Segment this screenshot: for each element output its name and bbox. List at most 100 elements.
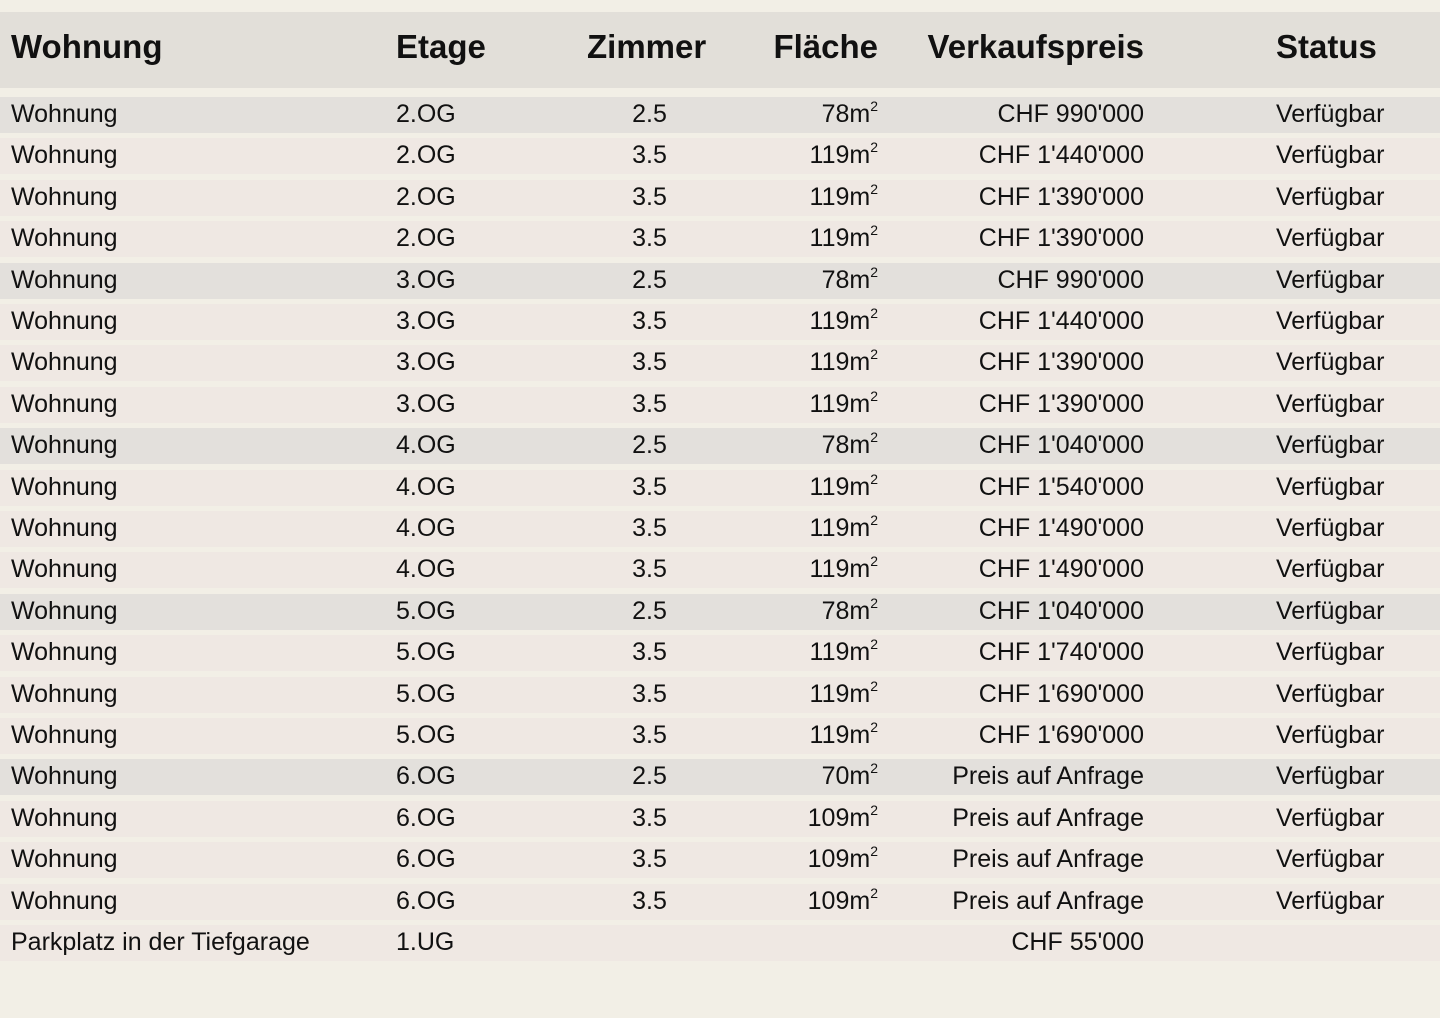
cell-type: Wohnung (11, 431, 118, 460)
cell-status: Verfügbar (1276, 389, 1385, 418)
table-row[interactable]: Wohnung 4.OG 2.5 78m2 CHF 1'040'000 Verfügbar (0, 428, 1440, 465)
cell-rooms: 3.5 (632, 514, 667, 542)
cell-type: Wohnung (11, 141, 118, 170)
cell-rooms: 3.5 (632, 472, 667, 501)
area-exponent: 2 (870, 677, 878, 694)
area-value: 119 (809, 141, 850, 170)
cell-area: 119m2 (809, 181, 878, 212)
table-row[interactable]: Wohnung 4.OG 3.5 119m2 CHF 1'490'000 Verfügba… (0, 511, 1440, 547)
area-value: 109 (807, 845, 850, 874)
cell-status: Verfügbar (1276, 100, 1385, 128)
area-unit: m (849, 141, 871, 170)
cell-type: Wohnung (11, 555, 118, 584)
table-row[interactable]: Wohnung 5.OG 3.5 119m2 CHF 1'740'000 Verfügba… (0, 635, 1440, 672)
cell-price: CHF 1'690'000 (978, 721, 1144, 749)
area-exponent: 2 (870, 222, 878, 239)
area-value: 119 (809, 679, 850, 708)
table-row[interactable]: Wohnung 2.OG 3.5 119m2 CHF 1'390'000 Verfügba… (0, 221, 1440, 258)
cell-price: CHF 1'540'000 (978, 472, 1144, 501)
area-unit: m (849, 679, 871, 708)
area-unit: m (849, 348, 871, 377)
area-value: 119 (809, 182, 850, 211)
table-row[interactable]: Wohnung 2.OG 3.5 119m2 CHF 1'390'000 Verfügba… (0, 179, 1440, 216)
area-unit: m (849, 389, 871, 418)
cell-floor: 4.OG (396, 472, 456, 501)
column-header-status[interactable]: Status (1276, 28, 1377, 65)
table-row[interactable]: Wohnung 6.OG 2.5 70m2 Preis auf Anfrage Verfü… (0, 759, 1440, 796)
table-row[interactable]: Wohnung 4.OG 3.5 119m2 CHF 1'540'000 Verfügba… (0, 469, 1440, 506)
column-header-zimmer[interactable]: Zimmer (587, 28, 707, 65)
table-row[interactable]: Wohnung 4.OG 3.5 119m2 CHF 1'490'000 Verfügba… (0, 552, 1440, 589)
cell-type: Wohnung (11, 596, 118, 625)
table-row[interactable]: Wohnung 6.OG 3.5 109m2 Preis auf Anfrage Verf… (0, 842, 1440, 879)
table-row[interactable]: Wohnung 6.OG 3.5 109m2 Preis auf Anfrage Verf… (0, 883, 1440, 920)
cell-floor: 6.OG (396, 845, 456, 874)
area-exponent: 2 (870, 263, 878, 280)
column-header-etage[interactable]: Etage (396, 28, 486, 65)
cell-rooms: 3.5 (632, 141, 667, 170)
area-unit: m (849, 431, 871, 460)
area-exponent: 2 (870, 719, 878, 735)
cell-price: CHF 990'000 (997, 100, 1144, 128)
cell-type: Wohnung (11, 265, 118, 294)
cell-floor: 6.OG (396, 762, 456, 791)
cell-rooms: 2.5 (632, 596, 667, 625)
table-row[interactable]: Wohnung 3.OG 2.5 78m2 CHF 990'000 Verfügbar (0, 262, 1440, 299)
column-header-wohnung[interactable]: Wohnung (11, 28, 163, 65)
cell-floor: 3.OG (396, 389, 456, 418)
cell-status: Verfügbar (1276, 224, 1385, 253)
cell-rooms: 3.5 (632, 224, 667, 253)
column-header-verkaufspreis[interactable]: Verkaufspreis (927, 28, 1144, 65)
cell-rooms: 3.5 (632, 182, 667, 211)
table-row[interactable]: Wohnung 5.OG 2.5 78m2 CHF 1'040'000 Verfügbar (0, 593, 1440, 630)
cell-price: Preis auf Anfrage (952, 886, 1144, 915)
cell-price: Preis auf Anfrage (952, 845, 1144, 874)
cell-area: 119m2 (809, 677, 878, 709)
area-unit: m (849, 182, 871, 211)
table-row[interactable]: Wohnung 6.OG 3.5 109m2 Preis auf Anfrage Verf… (0, 800, 1440, 837)
cell-rooms: 2.5 (632, 265, 667, 294)
area-value: 119 (809, 472, 850, 501)
cell-type: Wohnung (11, 762, 118, 791)
cell-price: CHF 1'740'000 (978, 638, 1144, 667)
cell-rooms: 3.5 (632, 389, 667, 418)
area-unit: m (849, 307, 871, 335)
cell-floor: 3.OG (396, 348, 456, 377)
table-row[interactable]: Wohnung 3.OG 3.5 119m2 CHF 1'440'000 Verfügba… (0, 304, 1440, 340)
cell-area: 109m2 (807, 843, 878, 874)
cell-status: Verfügbar (1276, 803, 1385, 832)
area-unit: m (849, 638, 871, 667)
table-row[interactable]: Wohnung 3.OG 3.5 119m2 CHF 1'390'000 Verfügba… (0, 386, 1440, 423)
area-exponent: 2 (870, 387, 878, 404)
cell-floor: 5.OG (396, 721, 456, 749)
column-header-flaeche[interactable]: Fläche (773, 28, 878, 65)
cell-type: Wohnung (11, 886, 118, 915)
area-value: 119 (809, 224, 850, 253)
cell-type: Wohnung (11, 514, 118, 542)
table-row[interactable]: Wohnung 5.OG 3.5 119m2 CHF 1'690'000 Verfügba… (0, 718, 1440, 754)
cell-rooms: 3.5 (632, 886, 667, 915)
cell-floor: 1.UG (396, 928, 455, 956)
cell-type: Parkplatz in der Tiefgarage (11, 928, 310, 956)
cell-floor: 3.OG (396, 265, 456, 294)
cell-status: Verfügbar (1276, 555, 1385, 584)
cell-area: 119m2 (810, 636, 878, 667)
area-exponent: 2 (870, 760, 878, 777)
cell-floor: 2.OG (396, 182, 456, 211)
cell-rooms: 3.5 (632, 845, 667, 874)
table-row[interactable]: Wohnung 5.OG 3.5 119m2 CHF 1'690'000 Verfügba… (0, 676, 1440, 713)
table-row[interactable]: Wohnung 2.OG 2.5 78m2 CHF 990'000 Verfügbar (0, 97, 1440, 133)
cell-type: Wohnung (11, 307, 118, 335)
table-row[interactable]: Wohnung 3.OG 3.5 119m2 CHF 1'390'000 Verfügba… (0, 345, 1440, 382)
area-value: 70 (821, 762, 850, 791)
table-row[interactable]: Parkplatz in der Tiefgarage 1.UG CHF 55'00… (0, 925, 1440, 961)
cell-price: Preis auf Anfrage (952, 803, 1144, 832)
cell-status: Verfügbar (1276, 845, 1385, 874)
table-row[interactable]: Wohnung 2.OG 3.5 119m2 CHF 1'440'000 Verfügba… (0, 138, 1440, 175)
cell-price: CHF 1'390'000 (978, 389, 1144, 418)
cell-status: Verfügbar (1276, 472, 1385, 501)
cell-price: CHF 55'000 (1011, 928, 1144, 956)
cell-area: 119m2 (809, 139, 878, 170)
cell-price: CHF 990'000 (997, 265, 1144, 294)
cell-rooms: 3.5 (632, 348, 667, 377)
